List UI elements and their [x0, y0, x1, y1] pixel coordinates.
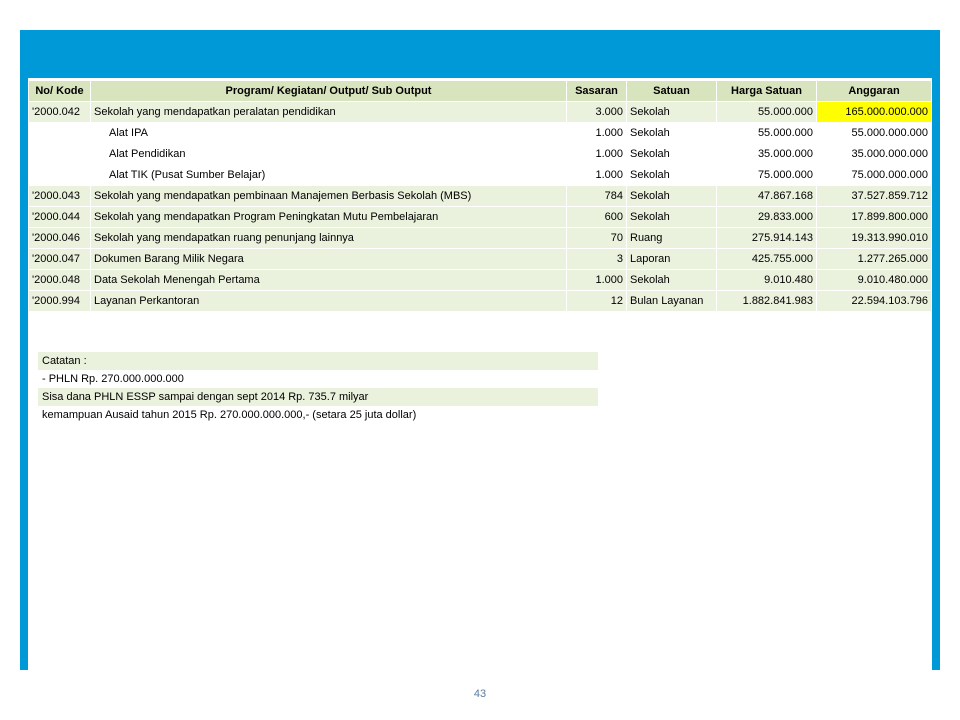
cell-harga: 75.000.000 [717, 165, 817, 186]
cell-kode [29, 144, 91, 165]
cell-program: Sekolah yang mendapatkan peralatan pendi… [91, 102, 567, 123]
cell-anggaran: 165.000.000.000 [817, 102, 932, 123]
th-program: Program/ Kegiatan/ Output/ Sub Output [91, 81, 567, 102]
cell-anggaran: 35.000.000.000 [817, 144, 932, 165]
cell-harga: 55.000.000 [717, 123, 817, 144]
cell-anggaran: 1.277.265.000 [817, 249, 932, 270]
slide-frame-left [20, 30, 28, 670]
cell-harga: 35.000.000 [717, 144, 817, 165]
notes-block: Catatan :- PHLN Rp. 270.000.000.000Sisa … [38, 352, 598, 424]
table-row: Alat IPA1.000Sekolah55.000.00055.000.000… [29, 123, 932, 144]
table-row: '2000.044Sekolah yang mendapatkan Progra… [29, 207, 932, 228]
cell-satuan: Bulan Layanan [627, 291, 717, 312]
cell-harga: 275.914.143 [717, 228, 817, 249]
cell-kode: '2000.043 [29, 186, 91, 207]
cell-satuan: Ruang [627, 228, 717, 249]
cell-satuan: Sekolah [627, 186, 717, 207]
cell-program: Alat IPA [91, 123, 567, 144]
page-number: 43 [0, 688, 960, 700]
cell-kode [29, 165, 91, 186]
cell-sasaran: 1.000 [567, 123, 627, 144]
cell-sasaran: 3 [567, 249, 627, 270]
table-row: '2000.048Data Sekolah Menengah Pertama1.… [29, 270, 932, 291]
cell-anggaran: 55.000.000.000 [817, 123, 932, 144]
th-anggaran: Anggaran [817, 81, 932, 102]
cell-satuan: Sekolah [627, 165, 717, 186]
cell-satuan: Sekolah [627, 207, 717, 228]
note-line: Sisa dana PHLN ESSP sampai dengan sept 2… [38, 388, 598, 406]
cell-program: Data Sekolah Menengah Pertama [91, 270, 567, 291]
content-area: No/ Kode Program/ Kegiatan/ Output/ Sub … [28, 80, 932, 424]
table-row: '2000.994Layanan Perkantoran12Bulan Laya… [29, 291, 932, 312]
budget-table: No/ Kode Program/ Kegiatan/ Output/ Sub … [28, 80, 932, 312]
cell-kode: '2000.994 [29, 291, 91, 312]
table-row: '2000.042Sekolah yang mendapatkan perala… [29, 102, 932, 123]
cell-anggaran: 19.313.990.010 [817, 228, 932, 249]
cell-program: Layanan Perkantoran [91, 291, 567, 312]
table-body: '2000.042Sekolah yang mendapatkan perala… [29, 102, 932, 312]
slide-frame-top [20, 30, 940, 78]
cell-kode: '2000.048 [29, 270, 91, 291]
th-satuan: Satuan [627, 81, 717, 102]
cell-program: Alat TIK (Pusat Sumber Belajar) [91, 165, 567, 186]
cell-program: Sekolah yang mendapatkan ruang penunjang… [91, 228, 567, 249]
th-kode: No/ Kode [29, 81, 91, 102]
cell-kode: '2000.046 [29, 228, 91, 249]
table-row: Alat TIK (Pusat Sumber Belajar)1.000Seko… [29, 165, 932, 186]
cell-program: Sekolah yang mendapatkan pembinaan Manaj… [91, 186, 567, 207]
cell-sasaran: 1.000 [567, 270, 627, 291]
cell-anggaran: 17.899.800.000 [817, 207, 932, 228]
cell-anggaran: 37.527.859.712 [817, 186, 932, 207]
cell-harga: 9.010.480 [717, 270, 817, 291]
cell-kode [29, 123, 91, 144]
cell-sasaran: 784 [567, 186, 627, 207]
table-row: '2000.047Dokumen Barang Milik Negara3Lap… [29, 249, 932, 270]
table-row: '2000.043Sekolah yang mendapatkan pembin… [29, 186, 932, 207]
cell-satuan: Sekolah [627, 144, 717, 165]
cell-satuan: Sekolah [627, 102, 717, 123]
cell-anggaran: 75.000.000.000 [817, 165, 932, 186]
cell-harga: 55.000.000 [717, 102, 817, 123]
th-sasaran: Sasaran [567, 81, 627, 102]
cell-sasaran: 600 [567, 207, 627, 228]
note-line: Catatan : [38, 352, 598, 370]
cell-sasaran: 12 [567, 291, 627, 312]
table-row: Alat Pendidikan1.000Sekolah35.000.00035.… [29, 144, 932, 165]
cell-kode: '2000.044 [29, 207, 91, 228]
cell-satuan: Sekolah [627, 270, 717, 291]
cell-sasaran: 1.000 [567, 165, 627, 186]
cell-sasaran: 70 [567, 228, 627, 249]
cell-program: Sekolah yang mendapatkan Program Peningk… [91, 207, 567, 228]
cell-kode: '2000.047 [29, 249, 91, 270]
cell-anggaran: 22.594.103.796 [817, 291, 932, 312]
cell-harga: 1.882.841.983 [717, 291, 817, 312]
cell-harga: 425.755.000 [717, 249, 817, 270]
table-header-row: No/ Kode Program/ Kegiatan/ Output/ Sub … [29, 81, 932, 102]
cell-satuan: Sekolah [627, 123, 717, 144]
cell-harga: 47.867.168 [717, 186, 817, 207]
cell-satuan: Laporan [627, 249, 717, 270]
note-line: - PHLN Rp. 270.000.000.000 [38, 370, 598, 388]
cell-harga: 29.833.000 [717, 207, 817, 228]
cell-kode: '2000.042 [29, 102, 91, 123]
cell-sasaran: 1.000 [567, 144, 627, 165]
cell-sasaran: 3.000 [567, 102, 627, 123]
cell-program: Alat Pendidikan [91, 144, 567, 165]
th-harga: Harga Satuan [717, 81, 817, 102]
cell-program: Dokumen Barang Milik Negara [91, 249, 567, 270]
note-line: kemampuan Ausaid tahun 2015 Rp. 270.000.… [38, 406, 598, 424]
slide-frame-right [932, 30, 940, 670]
cell-anggaran: 9.010.480.000 [817, 270, 932, 291]
table-row: '2000.046Sekolah yang mendapatkan ruang … [29, 228, 932, 249]
